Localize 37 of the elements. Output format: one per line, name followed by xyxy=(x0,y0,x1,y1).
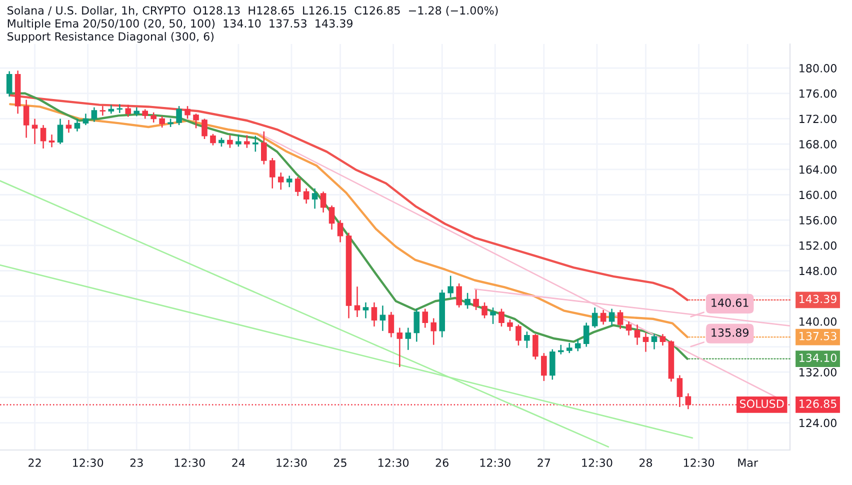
y-tick-label: 160.00 xyxy=(800,190,836,200)
x-tick-label: 26 xyxy=(436,458,448,467)
text: 126.85 xyxy=(800,400,836,408)
ref-line-label: SOLUSD xyxy=(740,400,784,408)
y-tick-label: 164.00 xyxy=(800,165,836,174)
x-tick-label: 12:30 xyxy=(73,458,104,467)
x-tick-label: 12:30 xyxy=(276,458,307,467)
data-label: 134.10 xyxy=(800,354,836,362)
data-label: 137.53 xyxy=(800,332,836,340)
annotation: 135.89 xyxy=(712,328,748,337)
text: Solana / U.S. Dollar, 1h, CRYPTO O128.13 H128.65 L126.15 C126.85 −1.28 (−1.00%) xyxy=(8,6,498,16)
y-tick-label: 148.00 xyxy=(800,266,836,276)
annotation: 140.61 xyxy=(712,298,748,307)
x-tick-label: 12:30 xyxy=(582,458,612,467)
x-tick-label: 12:30 xyxy=(174,458,205,467)
y-tick-label: 172.00 xyxy=(800,114,836,124)
y-tick-label: 156.00 xyxy=(800,216,836,224)
x-tick-label: 23 xyxy=(130,458,143,467)
x-tick-label: 28 xyxy=(639,458,652,467)
x-tick-label: 25 xyxy=(334,458,346,467)
y-tick-label: 152.00 xyxy=(800,241,836,250)
x-tick-label: 22 xyxy=(28,458,41,467)
text: Support Resistance Diagonal (300, 6) xyxy=(8,32,214,43)
data-label: 143.39 xyxy=(800,294,836,304)
x-tick-label: 12:30 xyxy=(378,458,409,467)
x-tick-label: 27 xyxy=(538,458,550,467)
x-tick-label: 12:30 xyxy=(480,458,510,467)
x-tick-label: 12:30 xyxy=(684,458,714,467)
y-tick-label: 140.00 xyxy=(800,317,836,326)
x-tick-label: Mar xyxy=(738,458,758,467)
x-tick-label: 24 xyxy=(232,458,245,467)
text: Multiple Ema 20/50/100 (20, 50, 100) 134.10 137.53 143.39 xyxy=(8,19,352,30)
y-tick-label: 124.00 xyxy=(800,418,836,428)
y-tick-label: 132.00 xyxy=(800,368,836,376)
y-tick-label: 180.00 xyxy=(800,64,836,72)
y-tick-label: 168.00 xyxy=(800,140,836,148)
y-tick-label: 176.00 xyxy=(800,89,836,98)
